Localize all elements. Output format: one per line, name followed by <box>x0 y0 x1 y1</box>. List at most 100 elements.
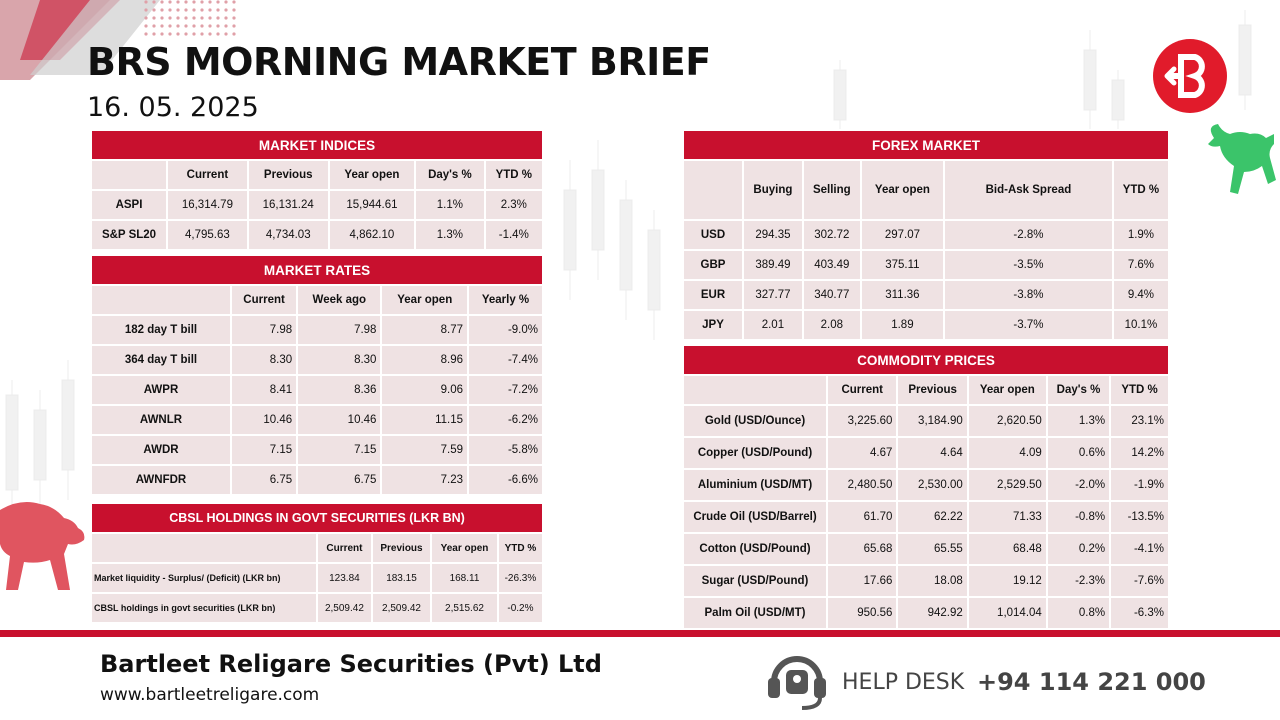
column-header: YTD % <box>483 159 545 191</box>
cell-value: -3.7% <box>943 309 1114 341</box>
cell-value: -0.2% <box>496 592 545 624</box>
column-header: Previous <box>246 159 330 191</box>
commodity-prices-table: COMMODITY PRICES Current Previous Year o… <box>682 344 1170 630</box>
column-header: Year open <box>327 159 417 191</box>
row-label: AWNLR <box>90 404 232 436</box>
cell-value: 327.77 <box>742 279 804 311</box>
column-header: YTD % <box>1111 159 1171 221</box>
cell-value: 9.4% <box>1111 279 1171 311</box>
cell-value: 17.66 <box>825 564 899 598</box>
cell-value: 18.08 <box>896 564 969 598</box>
row-label: AWNFDR <box>90 464 232 496</box>
report-date: 16. 05. 2025 <box>87 92 259 123</box>
cell-value: 297.07 <box>859 219 946 251</box>
bull-icon <box>1208 124 1276 194</box>
row-label: AWPR <box>90 374 232 406</box>
cell-value: -6.3% <box>1109 596 1170 630</box>
row-label: Market liquidity - Surplus/ (Deficit) (L… <box>90 562 318 594</box>
column-header: Yearly % <box>467 284 544 316</box>
column-header: Previous <box>896 374 969 406</box>
helpdesk-phone[interactable]: +94 114 221 000 <box>977 668 1206 696</box>
forex-market-table: FOREX MARKET Buying Selling Year open Bi… <box>682 129 1171 341</box>
cell-value: -13.5% <box>1109 500 1170 534</box>
table-row: ASPI 16,314.79 16,131.24 15,944.61 1.1% … <box>90 189 545 221</box>
cell-value: 8.41 <box>229 374 299 406</box>
cell-value: 375.11 <box>859 249 946 281</box>
cell-value: -2.0% <box>1045 468 1112 502</box>
cell-value: 10.46 <box>296 404 383 436</box>
column-header: Bid-Ask Spread <box>943 159 1114 221</box>
cell-value: 950.56 <box>825 596 899 630</box>
table-row: Palm Oil (USD/MT) 950.56 942.92 1,014.04… <box>682 596 1170 630</box>
table-row: 182 day T bill 7.98 7.98 8.77 -9.0% <box>90 314 544 346</box>
column-header: YTD % <box>496 532 545 564</box>
cell-value: 302.72 <box>801 219 862 251</box>
cell-value: 8.30 <box>296 344 383 376</box>
header-empty <box>90 284 232 316</box>
cell-value: 2,529.50 <box>966 468 1048 502</box>
cell-value: 4.67 <box>825 436 899 470</box>
cell-value: 2.01 <box>742 309 804 341</box>
cell-value: 2,620.50 <box>966 404 1048 438</box>
cell-value: 7.59 <box>380 434 470 466</box>
table-row: Cotton (USD/Pound) 65.68 65.55 68.48 0.2… <box>682 532 1170 566</box>
cell-value: -3.8% <box>943 279 1114 311</box>
row-label: Copper (USD/Pound) <box>682 436 828 470</box>
cell-value: -5.8% <box>467 434 544 466</box>
cell-value: 1,014.04 <box>966 596 1048 630</box>
table-row: Crude Oil (USD/Barrel) 61.70 62.22 71.33… <box>682 500 1170 534</box>
table-row: Aluminium (USD/MT) 2,480.50 2,530.00 2,5… <box>682 468 1170 502</box>
cell-value: 2,515.62 <box>430 592 499 624</box>
column-header: Previous <box>370 532 433 564</box>
cell-value: -7.2% <box>467 374 544 406</box>
cell-value: 16,314.79 <box>166 189 249 221</box>
cell-value: 0.8% <box>1045 596 1112 630</box>
cell-value: 7.15 <box>296 434 383 466</box>
cell-value: 8.96 <box>380 344 470 376</box>
cell-value: -0.8% <box>1045 500 1112 534</box>
column-header: Week ago <box>296 284 383 316</box>
cell-value: 68.48 <box>966 532 1048 566</box>
cell-value: 62.22 <box>896 500 969 534</box>
cell-value: -4.1% <box>1109 532 1170 566</box>
table-row: JPY 2.01 2.08 1.89 -3.7% 10.1% <box>682 309 1171 341</box>
cell-value: 16,131.24 <box>246 189 330 221</box>
cell-value: 65.55 <box>896 532 969 566</box>
cell-value: 3,184.90 <box>896 404 969 438</box>
table-row: AWNFDR 6.75 6.75 7.23 -6.6% <box>90 464 544 496</box>
cell-value: 8.36 <box>296 374 383 406</box>
cell-value: 403.49 <box>801 249 862 281</box>
cell-value: -2.8% <box>943 219 1114 251</box>
market-indices-table: MARKET INDICES Current Previous Year ope… <box>90 129 545 251</box>
commodity-title: COMMODITY PRICES <box>682 344 1170 376</box>
cell-value: 4,795.63 <box>166 219 249 251</box>
website-link[interactable]: www.bartleetreligare.com <box>100 685 320 705</box>
table-row: Market liquidity - Surplus/ (Deficit) (L… <box>90 562 545 594</box>
row-label: ASPI <box>90 189 168 221</box>
cell-value: 4,862.10 <box>327 219 417 251</box>
cell-value: 183.15 <box>370 562 433 594</box>
market-indices-title: MARKET INDICES <box>90 129 544 161</box>
cell-value: 10.46 <box>229 404 299 436</box>
row-label: Aluminium (USD/MT) <box>682 468 828 502</box>
table-row: GBP 389.49 403.49 375.11 -3.5% 7.6% <box>682 249 1171 281</box>
cell-value: 6.75 <box>296 464 383 496</box>
table-row: S&P SL20 4,795.63 4,734.03 4,862.10 1.3%… <box>90 219 545 251</box>
cell-value: 2,530.00 <box>896 468 969 502</box>
row-label: Sugar (USD/Pound) <box>682 564 828 598</box>
cell-value: 71.33 <box>966 500 1048 534</box>
cell-value: -1.9% <box>1109 468 1170 502</box>
market-rates-table: MARKET RATES Current Week ago Year open … <box>90 254 544 496</box>
page-title: BRS MORNING MARKET BRIEF <box>87 40 711 84</box>
cell-value: 10.1% <box>1111 309 1171 341</box>
column-header: Day's % <box>414 159 486 191</box>
cell-value: 0.6% <box>1045 436 1112 470</box>
headset-icon <box>768 656 826 710</box>
cell-value: 11.15 <box>380 404 470 436</box>
cell-value: 8.30 <box>229 344 299 376</box>
column-header: Day's % <box>1045 374 1112 406</box>
cell-value: 7.6% <box>1111 249 1171 281</box>
row-label: Crude Oil (USD/Barrel) <box>682 500 828 534</box>
cell-value: 65.68 <box>825 532 899 566</box>
table-row: Gold (USD/Ounce) 3,225.60 3,184.90 2,620… <box>682 404 1170 438</box>
